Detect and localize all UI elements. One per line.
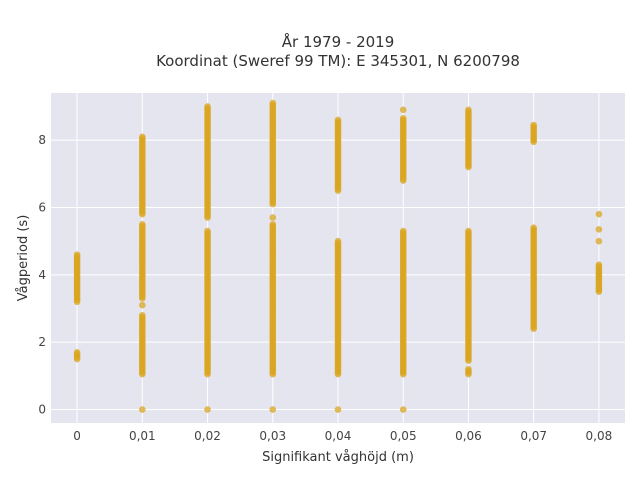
x-tick-label-6: 0,06 xyxy=(455,429,482,443)
data-point-6-1-77 xyxy=(465,227,472,235)
x-axis-label: Signifikant våghöjd (m) xyxy=(262,450,414,465)
chart-title-line-2: Koordinat (Sweref 99 TM): E 345301, N 62… xyxy=(156,52,520,70)
data-point-3-3-60 xyxy=(269,99,277,107)
data-point-1-0-0 xyxy=(139,406,146,413)
data-point-7-0-60 xyxy=(530,224,537,231)
x-tick-label-5: 0,05 xyxy=(390,429,417,443)
x-tick-label-7: 0,07 xyxy=(520,429,547,443)
x-tick-label-3: 0,03 xyxy=(259,429,286,443)
x-tick-label-0: 0 xyxy=(73,429,81,443)
data-point-3-1-89 xyxy=(269,221,277,228)
data-point-3-2-0 xyxy=(269,214,277,221)
data-point-1-1-35 xyxy=(139,311,146,319)
y-tick-label-0: 0 xyxy=(38,403,46,417)
x-tick-label-4: 0,04 xyxy=(325,429,352,443)
data-point-1-4-46 xyxy=(139,133,146,141)
x-tick-label-1: 0,01 xyxy=(129,429,156,443)
chart-title-line-1: År 1979 - 2019 xyxy=(282,32,395,51)
data-point-4-0-0 xyxy=(334,406,342,413)
data-point-2-2-66 xyxy=(204,103,211,110)
y-tick-label-4: 8 xyxy=(38,133,46,147)
data-point-4-2-42 xyxy=(334,116,342,124)
data-point-2-1-85 xyxy=(204,227,211,235)
y-tick-label-3: 6 xyxy=(38,200,46,214)
data-point-8-3-0 xyxy=(595,210,603,218)
data-point-8-2-0 xyxy=(595,226,603,233)
data-point-6-2-34 xyxy=(465,106,472,114)
data-point-1-2-0 xyxy=(139,301,146,309)
data-point-5-2-37 xyxy=(399,114,407,122)
x-tick-label-8: 0,08 xyxy=(586,429,613,443)
data-point-6-0-3 xyxy=(465,365,472,373)
y-tick-label-2: 4 xyxy=(38,268,46,282)
x-tick-label-2: 0,02 xyxy=(194,429,221,443)
y-axis-label: Vågperiod (s) xyxy=(16,215,31,302)
data-points xyxy=(73,99,603,413)
data-point-4-1-79 xyxy=(334,237,342,245)
data-point-0-0-4 xyxy=(73,348,81,356)
data-point-5-1-85 xyxy=(399,227,407,235)
data-point-5-3-0 xyxy=(399,106,407,114)
data-point-2-0-0 xyxy=(204,406,211,413)
x-tick-labels: 0 0,01 0,02 0,03 0,04 0,05 0,06 0,07 0,08 xyxy=(73,429,612,443)
data-point-8-0-16 xyxy=(595,261,603,269)
data-point-0-1-28 xyxy=(73,251,81,258)
data-point-1-3-44 xyxy=(139,221,146,228)
data-point-8-1-0 xyxy=(595,237,603,245)
y-tick-label-1: 2 xyxy=(38,335,46,349)
data-point-3-0-0 xyxy=(269,406,277,413)
data-point-7-1-10 xyxy=(530,121,537,129)
data-point-5-0-0 xyxy=(399,406,407,413)
y-tick-labels: 0 2 4 6 8 xyxy=(38,133,46,416)
